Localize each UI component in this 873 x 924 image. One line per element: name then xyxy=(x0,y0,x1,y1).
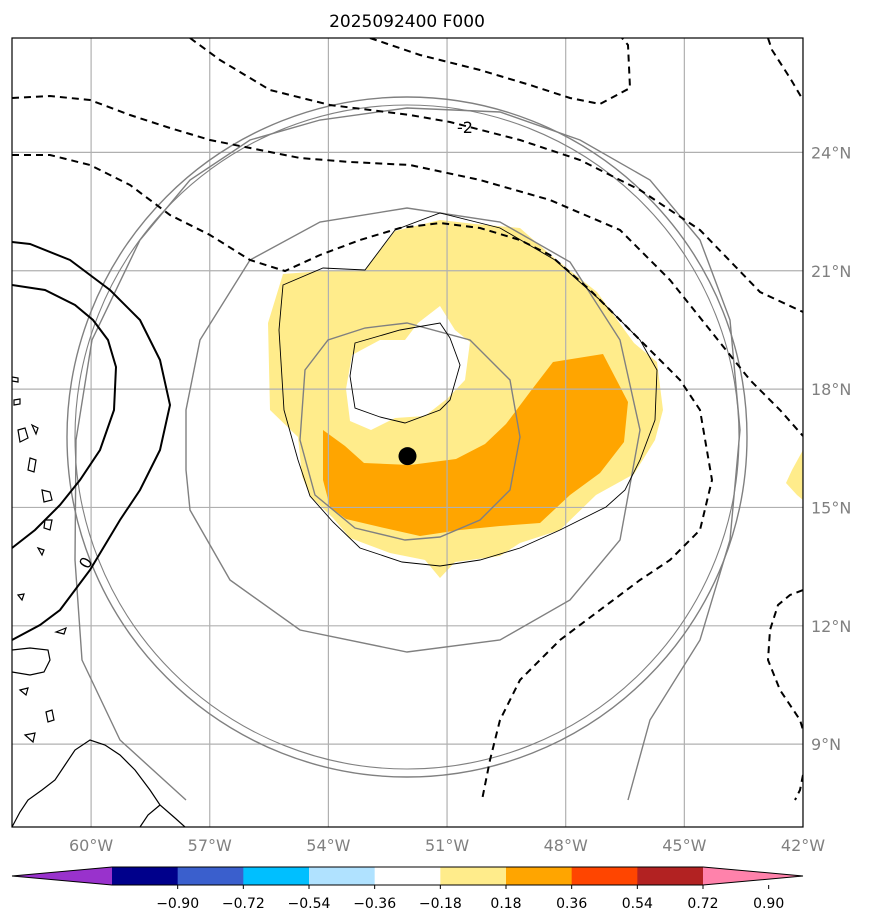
solid-contours xyxy=(12,241,172,641)
coast-south-america xyxy=(12,739,186,827)
island-8 xyxy=(36,546,45,557)
colorbar-swatch xyxy=(309,867,376,885)
x-tick-label: 45°W xyxy=(662,836,706,855)
x-tick-label: 60°W xyxy=(69,836,113,855)
colorbar-swatch xyxy=(637,867,704,885)
contour-label-neg2: -2 xyxy=(457,118,473,137)
colorbar-tick-label: 0.90 xyxy=(753,896,784,912)
colorbar-tick-label: 0.54 xyxy=(622,896,653,912)
dashed-contour-3 xyxy=(12,154,714,801)
island-12 xyxy=(45,709,55,723)
x-tick-label: 51°W xyxy=(425,836,469,855)
dashed-contour-4 xyxy=(369,38,632,106)
coast-south-america-2 xyxy=(139,804,161,827)
gridlines xyxy=(12,38,803,827)
colorbar-extend-low xyxy=(12,867,112,885)
map-area: -2 0 xyxy=(12,38,803,827)
shade-east-edge xyxy=(786,450,803,500)
dashed-contour-7 xyxy=(794,774,803,801)
colorbar-extend-high xyxy=(703,867,803,885)
colorbar-tick-label: 0.18 xyxy=(490,896,521,912)
colorbar-tick-label: −0.54 xyxy=(288,896,331,912)
solid-contour-2 xyxy=(12,284,118,549)
colorbar-tick-label: 0.72 xyxy=(687,896,718,912)
colorbar: −0.90 −0.72 −0.54 −0.36 −0.18 0.18 0.36 0.54 0.7… xyxy=(11,866,804,912)
colorbar-tick-label: −0.36 xyxy=(353,896,396,912)
colorbar-swatch xyxy=(571,867,638,885)
y-tick-label: 18°N xyxy=(811,380,851,399)
island-3 xyxy=(17,427,29,443)
coast-lesser-antilles xyxy=(12,647,51,676)
dashed-contours xyxy=(12,38,803,801)
y-tick-label: 12°N xyxy=(811,617,851,636)
y-tick-label: 24°N xyxy=(811,143,851,162)
y-tick-labels: 24°N 21°N 18°N 15°N 12°N 9°N xyxy=(811,143,851,754)
colorbar-tick-label: −0.18 xyxy=(419,896,462,912)
x-tick-label: 42°W xyxy=(781,836,825,855)
dashed-contour-1 xyxy=(189,38,803,313)
y-tick-label: 21°N xyxy=(811,262,851,281)
island-6 xyxy=(41,489,53,503)
gray-contour-4 xyxy=(185,207,641,653)
colorbar-tick-label: 0.36 xyxy=(556,896,587,912)
island-11 xyxy=(18,687,29,697)
shade-0.36-0.54 xyxy=(323,354,628,536)
chart-title: 2025092400 F000 xyxy=(329,12,485,32)
island-10 xyxy=(54,626,67,635)
island-2 xyxy=(13,398,21,406)
storm-center-marker xyxy=(398,447,417,466)
gray-contours xyxy=(66,96,748,801)
y-tick-label: 9°N xyxy=(811,735,841,754)
x-tick-label: 54°W xyxy=(306,836,350,855)
colorbar-swatch xyxy=(243,867,310,885)
gray-contour-5 xyxy=(299,322,521,541)
thin-contour-inner xyxy=(349,322,461,424)
colorbar-swatch xyxy=(506,867,573,885)
y-tick-label: 15°N xyxy=(811,498,851,517)
island-5 xyxy=(27,457,37,473)
colorbar-swatch xyxy=(374,867,441,885)
colorbar-swatch xyxy=(112,867,179,885)
colorbar-tick-label: −0.90 xyxy=(156,896,199,912)
dashed-contour-5 xyxy=(767,38,803,101)
island-13 xyxy=(23,732,36,744)
dashed-contour-2 xyxy=(12,94,803,437)
colorbar-swatch xyxy=(440,867,507,885)
colorbar-tick-label: −0.72 xyxy=(222,896,265,912)
solid-contour-1 xyxy=(12,241,172,641)
gray-contour-1 xyxy=(66,96,748,778)
colorbar-swatch xyxy=(177,867,244,885)
island-9 xyxy=(16,593,25,602)
island-4 xyxy=(30,423,39,436)
black-thin-contours xyxy=(278,212,658,567)
x-tick-label: 57°W xyxy=(188,836,232,855)
x-tick-label: 48°W xyxy=(544,836,588,855)
map-frame xyxy=(11,37,804,828)
thin-contour-outer xyxy=(278,212,658,567)
coastlines xyxy=(12,376,186,827)
gray-contour-3 xyxy=(74,107,741,801)
x-tick-labels: 60°W 57°W 54°W 51°W 48°W 45°W 42°W xyxy=(69,836,825,855)
island-7 xyxy=(43,519,53,531)
island-1 xyxy=(12,376,19,383)
dashed-contour-6 xyxy=(766,589,803,731)
